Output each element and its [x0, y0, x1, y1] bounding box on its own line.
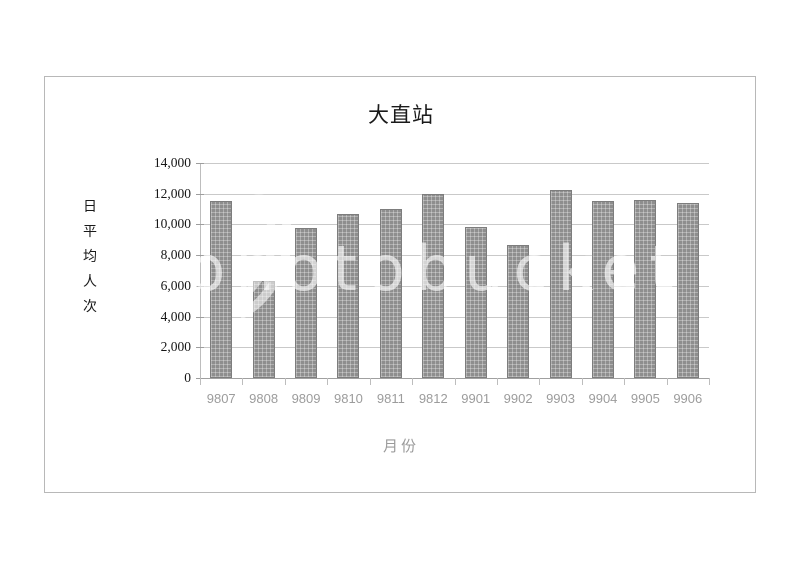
y-axis-tick-label: 0: [184, 370, 191, 385]
x-axis-tick-label: 9808: [249, 391, 279, 406]
x-axis-tick-label: 9906: [673, 391, 703, 406]
bar-slot: [242, 163, 284, 378]
x-axis-tickmark: [327, 378, 329, 385]
bar-slot: [497, 163, 539, 378]
bar[interactable]: [591, 201, 614, 378]
bar[interactable]: [634, 199, 657, 378]
x-axis-tickmark: [284, 378, 286, 385]
y-axis-title-char: 日: [83, 199, 97, 215]
y-axis-title-char: 平: [83, 224, 97, 240]
gridline: [200, 193, 709, 195]
y-axis-tick-label: 12,000: [153, 185, 191, 201]
bar[interactable]: [676, 202, 699, 378]
gridline: [200, 316, 709, 318]
y-axis-tickmark: [196, 224, 204, 226]
bar-slot: [285, 163, 327, 378]
bar[interactable]: [507, 245, 530, 378]
bar[interactable]: [379, 209, 402, 378]
y-axis-tick-label: 8,000: [160, 247, 191, 263]
y-axis-tickmark: [196, 163, 204, 164]
x-axis-tickmark: [242, 378, 244, 385]
bar[interactable]: [549, 189, 572, 378]
gridline: [200, 285, 709, 287]
y-axis-tickmark: [196, 255, 204, 257]
x-axis-tick-label: 9902: [503, 391, 533, 406]
x-axis-tickmark: [412, 378, 414, 385]
chart-title: 大直站: [368, 103, 434, 127]
x-axis-tickmark: [539, 378, 541, 385]
bar-slot: [370, 163, 412, 378]
gridline: [200, 163, 709, 164]
x-axis-tick-label: 9812: [418, 391, 448, 406]
y-axis-title-char: 次: [83, 299, 97, 315]
y-axis-tickmark: [196, 316, 204, 318]
x-axis-tickmark: [496, 378, 498, 385]
bar[interactable]: [252, 281, 275, 378]
bar[interactable]: [422, 194, 445, 378]
x-axis-tickmark: [624, 378, 626, 385]
x-axis-tickmark: [709, 378, 710, 385]
y-axis-tick-label: 2,000: [160, 339, 191, 355]
y-axis-tick-label: 10,000: [153, 216, 191, 232]
x-axis-tickmark: [666, 378, 668, 385]
y-axis-tick-label: 6,000: [160, 277, 191, 293]
x-axis-tick-label: 9809: [291, 391, 321, 406]
gridline: [200, 224, 709, 226]
x-axis-tick-label: 9807: [206, 391, 236, 406]
y-axis-title-char: 均: [83, 249, 97, 265]
plot-area: 14,000 12,000 10,000 8,000 6,000 4,000 2,000 0 …: [154, 155, 710, 406]
bar[interactable]: [464, 226, 487, 378]
y-axis-title-char: 人: [83, 274, 97, 290]
bar-slot: [582, 163, 624, 378]
bar-slot: [455, 163, 497, 378]
bar-slot: [539, 163, 581, 378]
x-axis-tick-label: 9811: [376, 391, 405, 406]
bar[interactable]: [210, 201, 233, 378]
gridline: [200, 255, 709, 257]
bar-slot: [624, 163, 666, 378]
y-axis-title: 日 平 均 人 次: [77, 195, 103, 320]
y-axis-line: [200, 163, 201, 378]
bar[interactable]: [295, 227, 318, 378]
bar-series: [200, 163, 709, 378]
x-axis-title: 月份: [382, 437, 419, 455]
bar-slot: [327, 163, 369, 378]
x-axis-tick-label: 9905: [630, 391, 660, 406]
bar[interactable]: [337, 214, 360, 378]
x-axis-tick-label: 9903: [546, 391, 575, 406]
x-axis-tick-label: 9810: [333, 391, 363, 406]
x-axis-tick-label: 9904: [588, 391, 618, 406]
bar-slot: [667, 163, 709, 378]
x-axis-tickmark: [454, 378, 456, 385]
x-axis-tickmark: [200, 378, 201, 385]
x-axis-tick-label: 9901: [461, 391, 491, 406]
bar-slot: [412, 163, 454, 378]
chart-container: 大直站 日 平 均 人 次 14,000 12,000 10,000 8,000 6,0…: [44, 76, 756, 493]
y-axis-tick-label: 4,000: [160, 308, 191, 324]
bar-slot: [200, 163, 242, 378]
y-axis-tickmark: [196, 347, 204, 349]
gridline: [200, 347, 709, 349]
y-axis-tickmark: [196, 193, 204, 195]
x-axis-tickmark: [369, 378, 371, 385]
y-axis-tick-label: 14,000: [153, 155, 191, 170]
x-axis-tickmark: [581, 378, 583, 385]
y-axis-tickmark: [196, 285, 204, 287]
